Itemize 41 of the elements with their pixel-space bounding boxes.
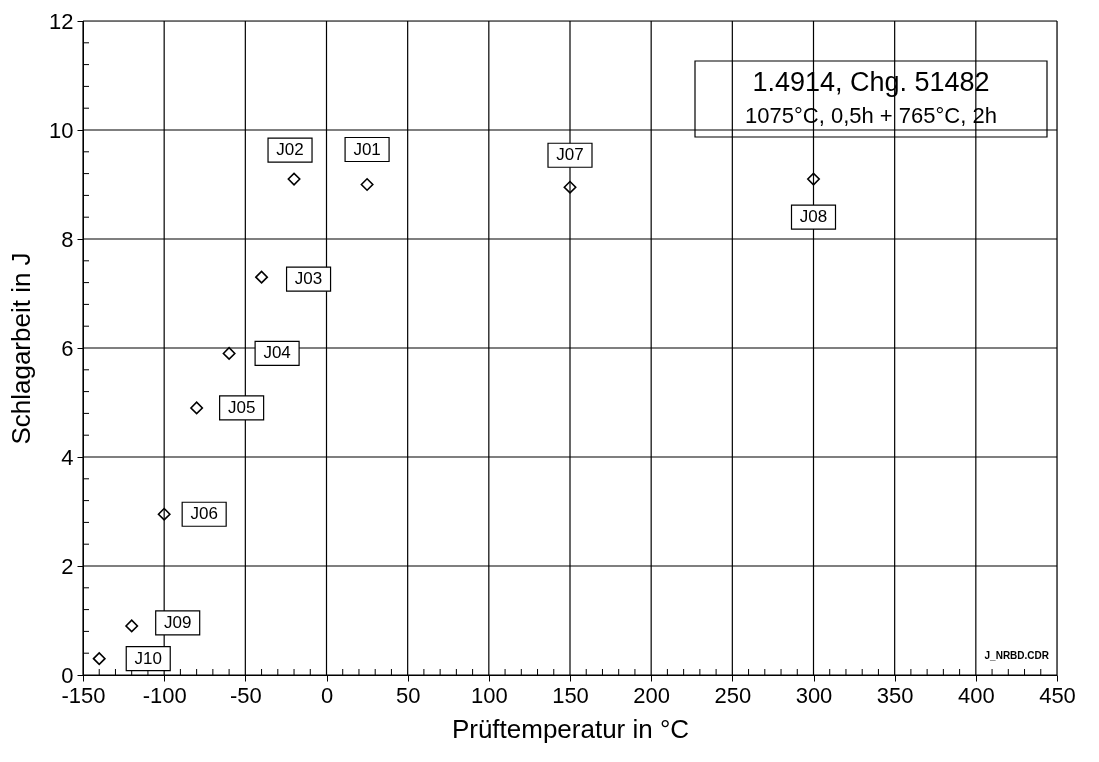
x-tick-label: 450: [1039, 682, 1076, 708]
point: [255, 270, 269, 284]
y-tick-label: 4: [61, 444, 74, 470]
x-tick-label: 250: [714, 682, 752, 708]
annotation: J09: [163, 612, 192, 632]
y-tick-label: 10: [49, 117, 74, 143]
x-tick-label: 400: [957, 682, 995, 708]
annotation: J04: [263, 343, 291, 363]
annotation: J10: [134, 648, 162, 668]
point: [287, 172, 301, 186]
y-tick-label: 12: [49, 8, 74, 34]
x-tick-label: -50: [229, 682, 262, 708]
annotation: J06: [190, 504, 218, 524]
annotation: J08: [799, 207, 828, 227]
x-axis-title: Prüftemperatur in °C: [451, 713, 690, 744]
y-tick-label: 8: [61, 226, 74, 252]
annotation: J05: [227, 397, 256, 417]
point: [807, 172, 820, 186]
y-axis-title: Schlagarbeit in J: [6, 252, 37, 445]
annotation: J03: [294, 269, 323, 289]
point: [125, 619, 139, 633]
x-tick-label: 300: [795, 682, 833, 708]
point: [360, 178, 374, 191]
point: [190, 401, 204, 415]
x-tick-label: 350: [876, 682, 914, 708]
point: [92, 652, 106, 666]
annotation: J07: [556, 145, 584, 165]
annotation: J_NRBD.CDR: [984, 650, 1050, 661]
x-tick-label: 50: [395, 682, 421, 708]
x-tick-label: 100: [470, 682, 508, 708]
y-tick-label: 2: [61, 553, 74, 579]
x-tick-label: 200: [633, 682, 671, 708]
point: [222, 346, 236, 360]
point: [157, 507, 171, 521]
x-tick-label: 150: [552, 682, 589, 708]
point: [563, 180, 577, 194]
annotation: J01: [353, 139, 381, 159]
y-tick-label: 6: [61, 335, 74, 361]
annotation: J02: [276, 140, 304, 160]
x-tick-label: -100: [142, 682, 187, 708]
x-tick-label: 0: [320, 682, 334, 708]
